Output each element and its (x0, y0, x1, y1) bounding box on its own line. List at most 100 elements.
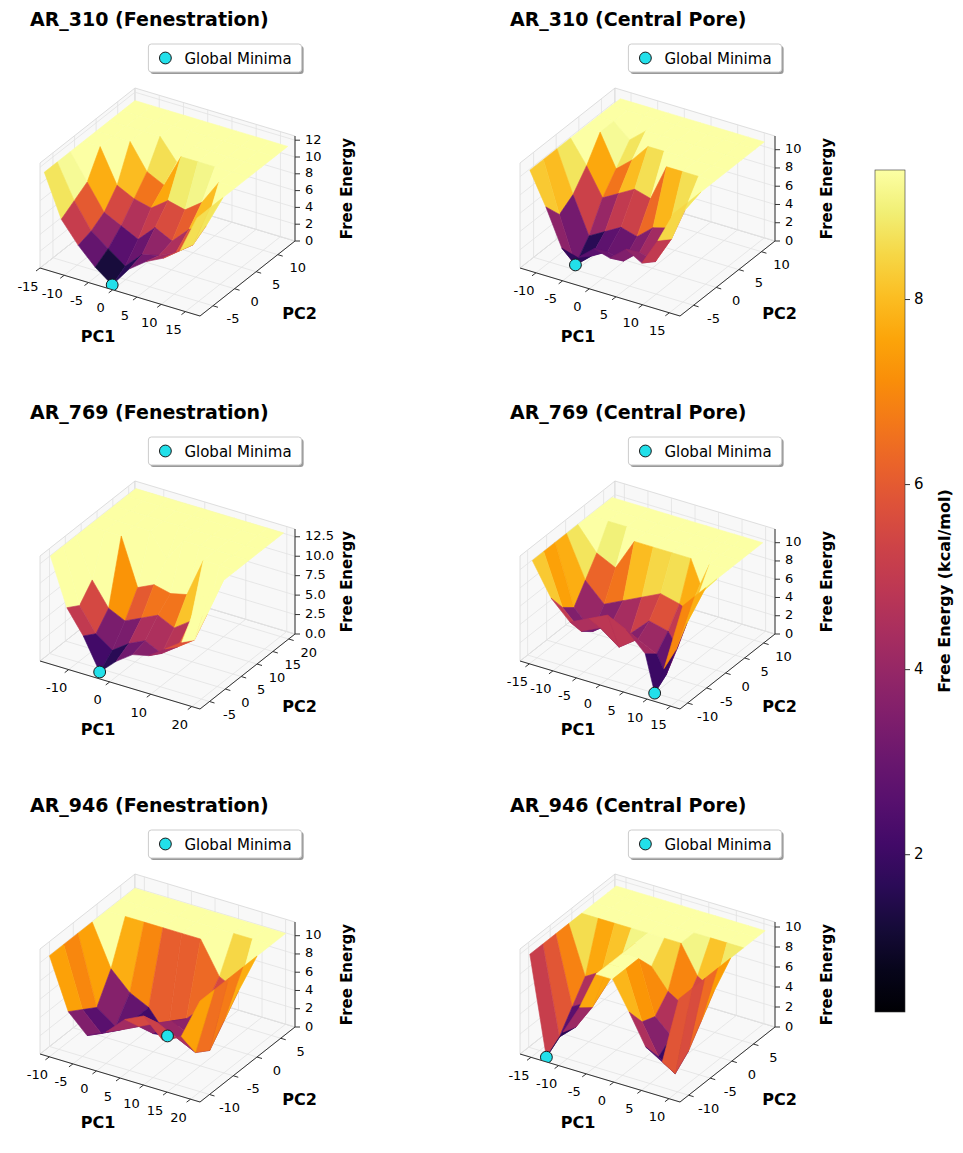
axis-title: PC2 (762, 697, 797, 716)
tick-label: 0 (97, 300, 105, 315)
pane (615, 481, 775, 634)
surface-cell (658, 203, 688, 241)
panel-title: AR_310 (Fenestration) (30, 8, 269, 31)
tick (665, 313, 669, 316)
tick (775, 967, 780, 968)
tick-label: -15 (507, 674, 528, 689)
tick-label: 5 (121, 308, 129, 323)
tick-label: 5 (607, 703, 615, 718)
legend-symbol (159, 52, 171, 64)
tick-label: 0 (741, 679, 749, 694)
tick (582, 1074, 586, 1077)
tick (585, 289, 589, 292)
tick (726, 673, 731, 675)
tick (36, 268, 40, 271)
tick-label: 15 (650, 717, 667, 732)
tick (775, 204, 780, 205)
tick (775, 542, 780, 543)
axis-line (295, 136, 296, 241)
tick-label: 20 (170, 1110, 187, 1125)
tick (667, 706, 671, 709)
tick-label: -10 (42, 286, 63, 301)
tick (775, 1027, 780, 1028)
tick-label: 10 (649, 1109, 666, 1124)
axis-title: PC1 (561, 1113, 596, 1132)
tick-label: 8 (305, 165, 313, 180)
tick (555, 1066, 559, 1069)
global-minimum (649, 687, 661, 699)
surface-cell (563, 1007, 593, 1032)
axes: -10-505101520-10-5050246810 (27, 922, 322, 1125)
tick (295, 575, 300, 576)
grid-line (529, 484, 624, 664)
legend-symbol (639, 838, 651, 850)
legend-symbol (639, 445, 651, 457)
tick (775, 241, 780, 242)
axis-line (775, 922, 776, 1027)
tick (65, 670, 69, 673)
axis-title: Free Energy (338, 138, 356, 239)
axis-title: Free Energy (818, 531, 836, 632)
axis-line (680, 1027, 775, 1102)
axis-line (200, 1027, 295, 1102)
tick-label: 10 (130, 705, 147, 720)
tick (745, 658, 750, 660)
legend-label: Global Minima (184, 443, 291, 461)
tick (572, 678, 576, 681)
tick (181, 312, 185, 315)
tick-label: 10 (785, 141, 802, 156)
axis-title: PC1 (561, 720, 596, 739)
tick (775, 634, 780, 635)
tick-label: 5 (760, 664, 768, 679)
tick (225, 689, 230, 691)
tick (637, 1090, 641, 1093)
axis-title: PC2 (762, 1090, 797, 1109)
tick-label: 0 (785, 626, 793, 641)
legend: Global Minima (628, 44, 783, 74)
surface-cell (238, 939, 271, 991)
tick (233, 1076, 238, 1078)
tick (235, 289, 240, 291)
tick-label: 0.0 (305, 626, 326, 641)
tick-label: -5 (568, 1084, 581, 1099)
tick (295, 634, 300, 635)
tick (905, 299, 910, 300)
tick-label: 5 (272, 277, 280, 292)
tick (187, 1099, 191, 1102)
tick-label: -5 (707, 311, 720, 326)
tick (289, 639, 294, 641)
axis-line (295, 922, 296, 1027)
tick-label: 0 (273, 1063, 281, 1078)
plot-area (530, 99, 764, 271)
tick-label: -5 (70, 293, 83, 308)
surface-cell (629, 1012, 659, 1057)
tick-label: 0 (94, 692, 102, 707)
tick (905, 484, 910, 485)
tick (295, 1027, 300, 1028)
tick (295, 1008, 300, 1009)
panel: -1001020-5051015200.02.55.07.510.012.5PC… (30, 401, 356, 739)
tick (295, 614, 300, 615)
tick-label: -10 (219, 1100, 240, 1115)
tick-label: -10 (27, 1067, 48, 1082)
legend: Global Minima (148, 437, 303, 467)
axis-line (775, 136, 776, 241)
panel: -15-10-5051015-50510024681012PC1PC2Free … (17, 8, 355, 346)
tick (753, 1044, 758, 1046)
panel-title: AR_946 (Fenestration) (30, 794, 269, 817)
tick-label: 4 (914, 660, 924, 678)
grid-line (49, 877, 144, 1057)
tick (281, 1038, 286, 1040)
tick-label: 2 (785, 999, 793, 1014)
tick (694, 305, 699, 307)
tick (295, 173, 300, 174)
tick (775, 167, 780, 168)
axis-title: Free Energy (818, 924, 836, 1025)
tick (716, 287, 721, 289)
grid-line (572, 908, 732, 1061)
legend-box (628, 830, 781, 858)
tick (689, 1095, 694, 1097)
tick-label: 6 (305, 182, 313, 197)
axis-title: Free Energy (338, 531, 356, 632)
surface-cell (714, 943, 744, 991)
